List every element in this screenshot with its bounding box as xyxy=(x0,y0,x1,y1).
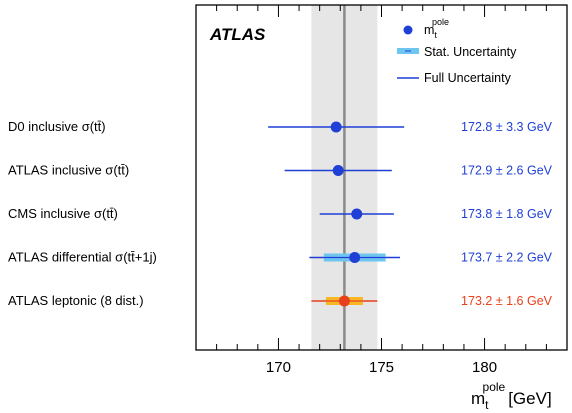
x-tick-label: 170 xyxy=(266,359,291,376)
measurement-row: ATLAS inclusive σ(tt̄) 172.9 ± 2.6 GeV xyxy=(8,163,553,178)
measurement-row: D0 inclusive σ(tt̄) 172.8 ± 3.3 GeV xyxy=(8,119,553,134)
legend: mtpole Stat. Uncertainty Full Uncertaint… xyxy=(397,17,517,85)
measurement-value: 172.9 ± 2.6 GeV xyxy=(461,164,553,178)
data-point xyxy=(349,252,361,263)
data-point xyxy=(351,208,363,220)
x-tick-label: 175 xyxy=(369,359,394,376)
measurement-label: D0 inclusive σ(tt̄) xyxy=(8,119,106,134)
x-tick-label: 180 xyxy=(472,359,497,376)
measurement-value: 173.2 ± 1.6 GeV xyxy=(461,294,553,308)
x-axis-title: mtpole[GeV] xyxy=(471,380,552,412)
measurement-label: ATLAS leptonic (8 dist.) xyxy=(8,293,144,308)
legend-marker-label: mtpole xyxy=(424,17,449,40)
experiment-label: ATLAS xyxy=(209,25,266,44)
data-point xyxy=(338,295,350,307)
measurement-row: CMS inclusive σ(tt̄) 173.8 ± 1.8 GeV xyxy=(8,206,553,221)
legend-stat-label: Stat. Uncertainty xyxy=(424,45,517,59)
measurement-value: 172.8 ± 3.3 GeV xyxy=(461,120,553,134)
measurement-value: 173.8 ± 1.8 GeV xyxy=(461,207,553,221)
measurement-row: ATLAS leptonic (8 dist.) 173.2 ± 1.6 GeV xyxy=(8,293,553,308)
measurement-value: 173.7 ± 2.2 GeV xyxy=(461,251,553,265)
measurement-label: ATLAS inclusive σ(tt̄) xyxy=(8,163,129,178)
measurement-label: CMS inclusive σ(tt̄) xyxy=(8,206,118,221)
measurement-label: ATLAS differential σ(tt̄+1j) xyxy=(8,250,157,265)
legend-full-label: Full Uncertainty xyxy=(424,71,512,85)
measurement-row: ATLAS differential σ(tt̄+1j) 173.7 ± 2.2 … xyxy=(8,250,553,265)
legend-marker-icon xyxy=(403,25,413,35)
data-point xyxy=(332,165,344,176)
data-point xyxy=(330,121,342,133)
